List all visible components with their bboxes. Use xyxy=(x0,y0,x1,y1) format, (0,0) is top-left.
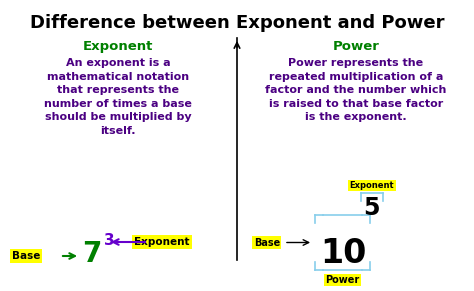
Text: Exponent: Exponent xyxy=(135,237,190,247)
Text: Base: Base xyxy=(254,237,280,248)
Text: Base: Base xyxy=(12,251,40,261)
Text: 3: 3 xyxy=(104,233,115,248)
Text: Power: Power xyxy=(325,275,360,285)
Text: Power: Power xyxy=(333,40,380,53)
Text: An exponent is a
mathematical notation
that represents the
number of times a bas: An exponent is a mathematical notation t… xyxy=(44,58,192,136)
Text: 7: 7 xyxy=(82,240,101,268)
Text: 10: 10 xyxy=(320,237,366,270)
Text: Exponent: Exponent xyxy=(83,40,153,53)
Text: 5: 5 xyxy=(363,196,380,220)
Text: Power represents the
repeated multiplication of a
factor and the number which
is: Power represents the repeated multiplica… xyxy=(265,58,447,123)
Text: Difference between Exponent and Power: Difference between Exponent and Power xyxy=(30,14,444,32)
Text: Exponent: Exponent xyxy=(350,181,394,190)
